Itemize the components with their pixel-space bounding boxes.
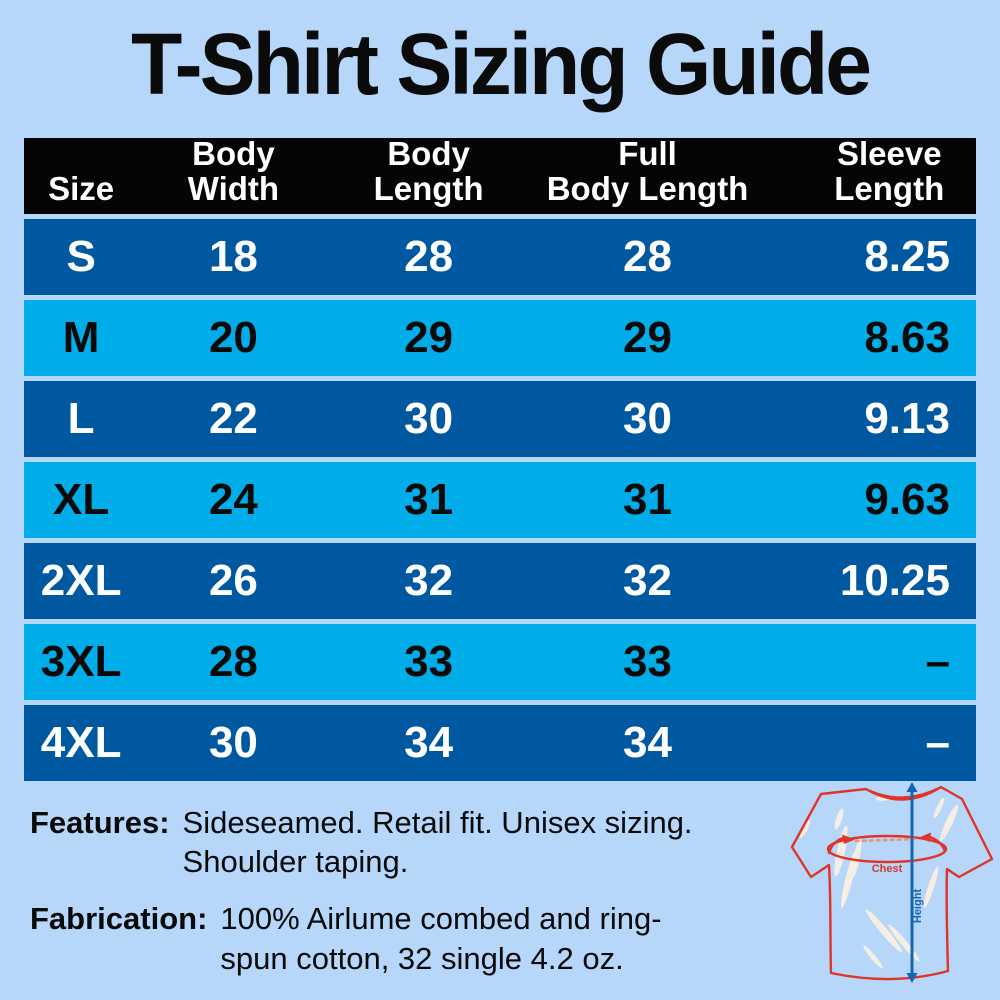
- body-length-cell: 33: [404, 637, 454, 686]
- chest-arrowhead-left: [842, 834, 855, 844]
- body-width-cell: 30: [208, 718, 258, 767]
- full-body-length-cell: 34: [623, 718, 672, 767]
- size-cell: XL: [53, 475, 110, 524]
- full-body-length-cell: 33: [623, 637, 672, 686]
- table-row-3xl: 3XL 28 33 33 –: [24, 624, 976, 700]
- chest-arrow-tail-left: [827, 836, 845, 855]
- table-row-2xl: 2XL 26 32 32 10.25: [24, 543, 976, 619]
- features-line-1: Sideseamed. Retail fit. Unisex sizing.: [182, 805, 693, 840]
- body-length-cell: 30: [404, 394, 454, 443]
- size-cell: 4XL: [40, 718, 122, 767]
- fabrication-line-1: 100% Airlume combed and ring-: [220, 901, 662, 937]
- size-cell: 3XL: [40, 637, 122, 686]
- body-width-cell: 28: [208, 637, 258, 686]
- full-body-length-cell: 32: [623, 556, 672, 605]
- sleeve-length-cell: –: [925, 637, 950, 686]
- size-cell: M: [62, 313, 100, 362]
- header-line-top: Body: [387, 134, 470, 172]
- full-body-length-cell: 29: [623, 313, 672, 362]
- fabrication-label: Fabrication:: [30, 901, 208, 937]
- sleeve-length-cell: 8.25: [864, 232, 950, 281]
- shirt-outline: [790, 785, 994, 981]
- fabrication-note: Fabrication: 100% Airlume combed and rin…: [30, 900, 693, 978]
- fabrication-line-2: spun cotton, 32 single 4.2 oz.: [220, 940, 624, 976]
- fabrication-text: 100% Airlume combed and ring- spun cotto…: [220, 900, 661, 978]
- header-line-bottom: Body Length: [546, 170, 749, 208]
- chest-label: Chest: [872, 863, 903, 875]
- chest-arrowhead-right: [919, 832, 931, 842]
- sleeve-length-cell: 9.63: [864, 475, 950, 524]
- height-arrow: [906, 782, 918, 983]
- header-line-top: Sleeve: [836, 134, 942, 172]
- collar-inner-line: [868, 787, 939, 799]
- column-header-full-body-length: Full Body Length: [529, 134, 767, 214]
- sleeve-length-cell: 8.63: [864, 313, 950, 362]
- sleeve-length-cell: 9.13: [864, 394, 950, 443]
- full-body-length-cell: 28: [623, 232, 672, 281]
- sleeve-length-cell: –: [925, 718, 950, 767]
- height-label: Height: [912, 889, 924, 924]
- table-row-l: L 22 30 30 9.13: [24, 381, 976, 457]
- size-cell: S: [66, 232, 96, 281]
- body-length-cell: 28: [404, 232, 454, 281]
- chest-ellipse: [826, 834, 948, 864]
- features-line-2: Shoulder taping.: [182, 844, 409, 880]
- table-row-xl: XL 24 31 31 9.63: [24, 462, 976, 538]
- chest-arrow-tail-right: [928, 835, 947, 853]
- full-body-length-cell: 30: [623, 394, 672, 443]
- header-line-bottom: Size: [48, 170, 115, 208]
- features-text: Sideseamed. Retail fit. Unisex sizing. S…: [183, 804, 693, 882]
- table-row-m: M 20 29 29 8.63: [24, 300, 976, 376]
- body-length-cell: 29: [404, 313, 454, 362]
- chest-dotted-line: [854, 837, 920, 843]
- table-row-4xl: 4XL 30 34 34 –: [24, 705, 976, 781]
- header-line-top: Full: [618, 134, 677, 172]
- body-width-cell: 20: [208, 313, 258, 362]
- body-length-cell: 31: [404, 475, 454, 524]
- page-title: T-Shirt Sizing Guide: [131, 15, 872, 113]
- body-width-cell: 24: [208, 475, 258, 524]
- shirt-highlights: [799, 795, 959, 969]
- column-header-size: Size: [24, 138, 138, 214]
- column-header-sleeve-length: Sleeve Length: [767, 134, 976, 214]
- header-line-bottom: Width: [187, 170, 280, 208]
- size-cell: L: [67, 394, 95, 443]
- body-width-cell: 18: [208, 232, 258, 281]
- column-header-body-width: Body Width: [138, 134, 328, 214]
- body-length-cell: 34: [404, 718, 454, 767]
- sleeve-length-cell: 10.25: [839, 556, 950, 605]
- full-body-length-cell: 31: [623, 475, 672, 524]
- sizing-table: Size Body Width Body Length Full Body Le…: [24, 134, 976, 781]
- header-line-top: Body: [192, 134, 275, 172]
- tshirt-measurement-diagram: Chest Height: [789, 781, 997, 1000]
- header-line-bottom: Length: [834, 170, 945, 208]
- table-header-row: Size Body Width Body Length Full Body Le…: [24, 134, 976, 214]
- features-note: Features: Sideseamed. Retail fit. Unisex…: [30, 804, 693, 882]
- body-width-cell: 26: [208, 556, 258, 605]
- column-header-body-length: Body Length: [329, 134, 529, 214]
- table-row-s: S 18 28 28 8.25: [24, 219, 976, 295]
- tshirt-diagram-svg: Chest Height: [790, 782, 994, 983]
- product-notes: Features: Sideseamed. Retail fit. Unisex…: [30, 804, 693, 997]
- features-label: Features:: [30, 805, 170, 840]
- size-cell: 2XL: [40, 556, 122, 605]
- header-line-bottom: Length: [373, 170, 484, 208]
- body-width-cell: 22: [208, 394, 258, 443]
- body-length-cell: 32: [404, 556, 454, 605]
